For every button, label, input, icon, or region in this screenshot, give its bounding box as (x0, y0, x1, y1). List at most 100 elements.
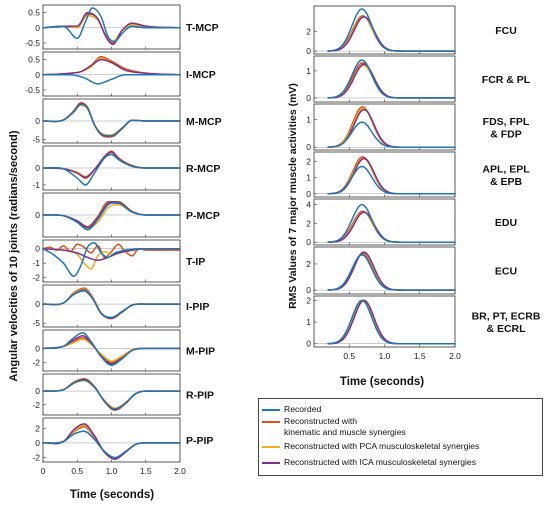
y-tick-label: -5 (32, 318, 40, 328)
panel-frame (42, 284, 181, 328)
panel-label-t-mcp: T-MCP (186, 22, 219, 34)
y-tick-label: 1 (306, 66, 311, 76)
panel-fds-fpl-fdp: 1 0 FDS, FPL& FDP (306, 103, 530, 152)
panel-m-pip: 0 -2 M-PIP (32, 329, 215, 372)
y-tick-label: 0 (306, 142, 311, 152)
y-tick-label: 0 (35, 210, 40, 220)
panel-p-mcp: 0 P-MCP (35, 192, 220, 238)
series-line-recorded (327, 59, 456, 99)
right-y-axis-label: RMS Values of 7 major muscle activities … (287, 83, 299, 309)
x-tick-label: 2.0 (174, 466, 186, 476)
y-tick-label: 2 (306, 26, 311, 36)
panel-label-ecu: ECU (495, 266, 517, 278)
y-tick-label: 4 (306, 200, 311, 210)
left-y-axis-label: Angular velocities of 10 joints (radians… (8, 130, 20, 381)
legend-item-recorded: Recorded (262, 404, 321, 416)
panel-frame (42, 417, 181, 463)
y-tick-label: -1 (32, 258, 40, 268)
panel-label-i-pip: I-PIP (186, 301, 209, 313)
x-tick-label: 1.0 (106, 466, 118, 476)
y-tick-label: 0 (35, 116, 40, 126)
series-line-recorded (42, 430, 181, 459)
series-line-recorded (327, 203, 456, 243)
panel-label-edu: EDU (495, 217, 517, 229)
y-tick-label: 2 (35, 423, 40, 433)
left-x-axis-label: Time (seconds) (70, 489, 154, 501)
panel-label-p-mcp: P-MCP (186, 210, 220, 222)
legend-swatch-ica (262, 462, 280, 464)
y-tick-label: 1 (306, 173, 311, 183)
panel-i-mcp: 0.5 0 -0.5 I-MCP (25, 51, 216, 97)
panel-fcr-pl: 1 0 FCR & PL (306, 55, 531, 103)
series-line-recorded (42, 202, 181, 231)
y-tick-label: 0 (35, 438, 40, 448)
y-tick-label: 0 (306, 339, 311, 349)
series-line-recorded (42, 153, 181, 186)
y-tick-label: -0.5 (25, 85, 40, 95)
y-tick-label: 2 (306, 295, 311, 305)
y-tick-label: 0 (306, 189, 311, 199)
panel-label-p-pip: P-PIP (186, 435, 213, 447)
series-line-recorded (42, 7, 181, 43)
legend-swatch-kinematic-muscle (262, 421, 280, 423)
panel-r-pip: 0 -2 R-PIP (32, 373, 214, 416)
legend-swatch-recorded (262, 409, 280, 411)
legend-item-ica: Reconstructed with ICA musculoskeletal s… (262, 457, 476, 469)
legend: Recorded Reconstructed with kinematic an… (258, 398, 543, 476)
y-tick-label: 0 (35, 386, 40, 396)
y-tick-label: -2 (32, 400, 40, 410)
x-tick-label: 0.5 (343, 351, 355, 361)
panel-frame (313, 5, 456, 55)
panel-apl-epl-epb: 2 1 0 APL, EPL& EPB (306, 151, 530, 199)
y-tick-label: 2 (306, 259, 311, 269)
panel-ecu: 2 0 ECU (306, 246, 517, 295)
series-line-recorded (327, 8, 456, 52)
series-line-recorded (327, 254, 456, 291)
panel-label-i-mcp: I-MCP (186, 69, 216, 81)
panel-r-mcp: 0 -1 R-MCP (32, 145, 220, 191)
y-tick-label: 0 (35, 70, 40, 80)
panel-t-ip: 0 -1 -2 T-IP (32, 239, 205, 283)
panel-label-apl-epl-epb: APL, EPL (482, 163, 530, 175)
y-tick-label: 0 (306, 285, 311, 295)
series-line-recorded (327, 299, 456, 345)
panel-label-fcu: FCU (495, 25, 517, 37)
panel-label-m-pip: M-PIP (186, 346, 215, 358)
y-tick-label: -0.5 (25, 38, 40, 48)
y-tick-label: -2 (32, 453, 40, 463)
y-tick-label: 0 (35, 343, 40, 353)
legend-label-ica: Reconstructed with ICA musculoskeletal s… (284, 457, 477, 467)
y-tick-label: -2 (32, 358, 40, 368)
panel-label-fcr-pl: FCR & PL (482, 74, 531, 86)
y-tick-label: -5 (32, 134, 40, 144)
right-x-axis-label: Time (seconds) (340, 376, 424, 388)
panel-t-mcp: 0.5 0 -0.5 T-MCP (25, 4, 219, 50)
y-tick-label: 0 (306, 93, 311, 103)
y-tick-label: 0 (35, 163, 40, 173)
panel-label-t-ip: T-IP (186, 256, 205, 268)
legend-item-pca: Reconstructed with PCA musculoskeletal s… (262, 441, 479, 453)
panel-label-apl-epl-epb: & EPB (490, 176, 523, 188)
y-tick-label: 0 (35, 244, 40, 254)
series-line-recorded (327, 121, 456, 148)
series-line-reconstructed-with-ica-musculoskeletal-synergies (42, 11, 181, 46)
y-tick-label: 0.5 (28, 8, 40, 18)
y-tick-label: 2 (306, 157, 311, 167)
series-line-recorded (42, 74, 181, 85)
y-tick-label: 2 (306, 218, 311, 228)
y-tick-label: -2 (32, 273, 40, 283)
panel-fcu: 2 0 FCU (306, 5, 517, 56)
y-tick-label: 1 (306, 317, 311, 327)
panel-i-pip: 0 -5 I-PIP (32, 284, 209, 328)
x-tick-label: 0 (41, 466, 46, 476)
panel-frame (313, 55, 456, 103)
series-line-recorded (327, 165, 456, 195)
legend-label-kinematic-muscle: Reconstructed with kinematic and muscle … (284, 416, 406, 437)
panel-label-m-mcp: M-MCP (186, 116, 222, 128)
panel-label-br-pt-ecrb-ecrl: BR, PT, ECRB (472, 310, 541, 322)
series-line-recorded (42, 332, 181, 367)
y-tick-label: 0 (35, 299, 40, 309)
x-tick-label: 1.0 (379, 351, 391, 361)
panel-p-pip: 2 0 -2 P-PIP (32, 417, 213, 463)
